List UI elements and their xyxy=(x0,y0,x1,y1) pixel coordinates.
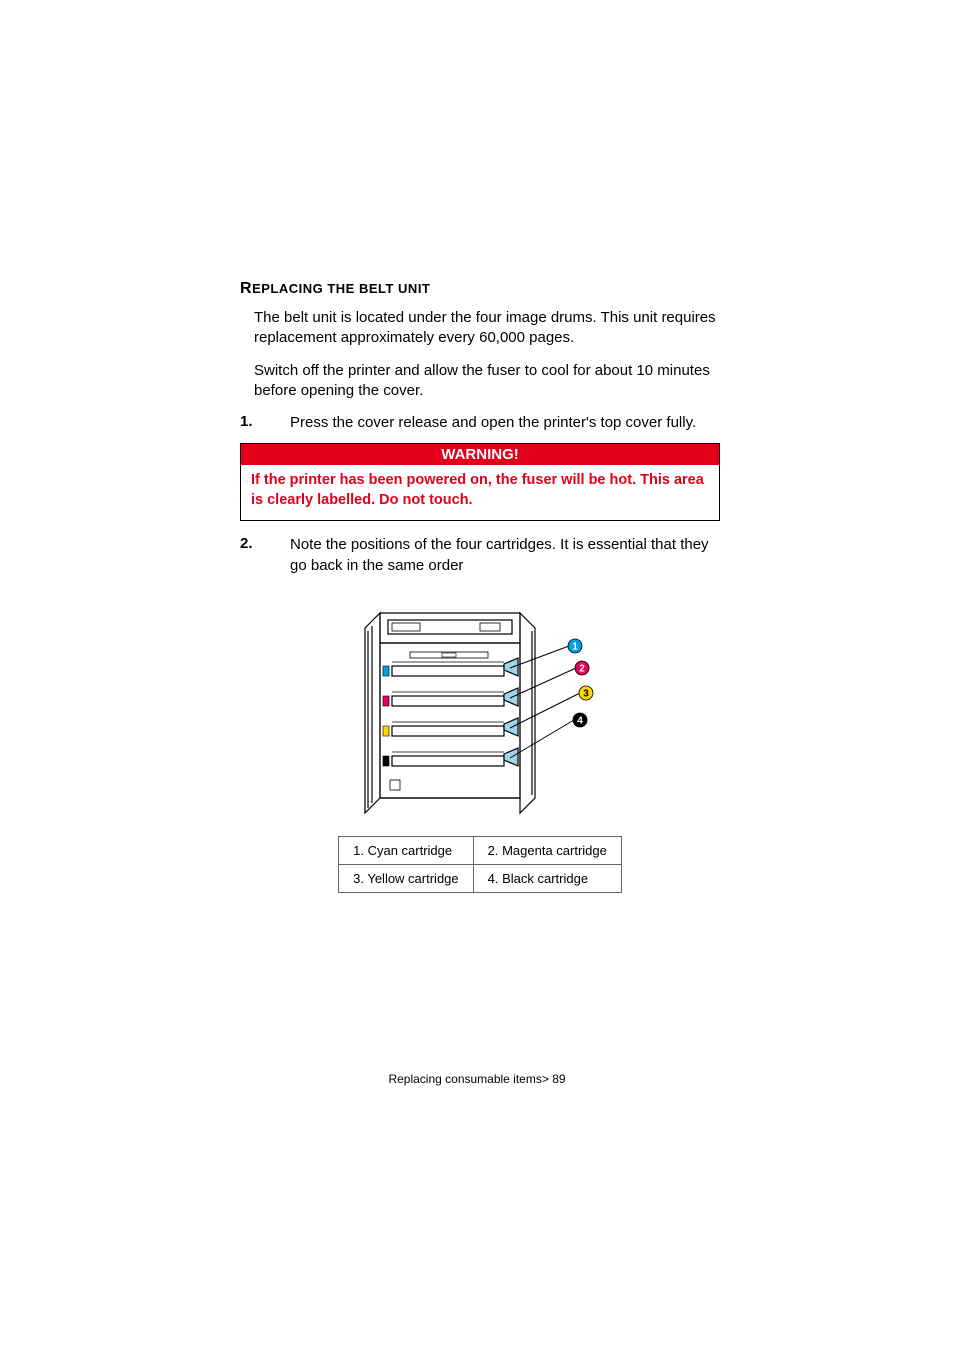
step-1: 1. Press the cover release and open the … xyxy=(240,413,720,433)
page-footer: Replacing consumable items> 89 xyxy=(0,1072,954,1086)
step-2: 2. Note the positions of the four cartri… xyxy=(240,535,720,576)
step-1-number: 1. xyxy=(240,413,290,433)
warning-body: If the printer has been powered on, the … xyxy=(241,465,719,520)
page: REPLACING THE BELT UNIT The belt unit is… xyxy=(0,0,954,1351)
figure-wrap: 12 3 4 xyxy=(240,598,720,818)
svg-text:2: 2 xyxy=(579,663,585,674)
svg-text:4: 4 xyxy=(577,715,583,726)
section-heading: REPLACING THE BELT UNIT xyxy=(240,280,720,298)
svg-text:1: 1 xyxy=(572,641,578,652)
legend-cell-2: 2. Magenta cartridge xyxy=(473,836,621,864)
printer-diagram: 12 3 4 xyxy=(350,598,610,818)
intro-paragraph-1: The belt unit is located under the four … xyxy=(254,308,720,349)
legend-cell-3: 3. Yellow cartridge xyxy=(339,864,474,892)
content-area: REPLACING THE BELT UNIT The belt unit is… xyxy=(240,280,720,893)
legend-cell-1: 1. Cyan cartridge xyxy=(339,836,474,864)
heading-rest: EPLACING THE BELT UNIT xyxy=(252,281,430,296)
step-2-text: Note the positions of the four cartridge… xyxy=(290,535,720,576)
warning-box: WARNING! If the printer has been powered… xyxy=(240,443,720,521)
table-row: 1. Cyan cartridge 2. Magenta cartridge xyxy=(339,836,622,864)
step-1-text: Press the cover release and open the pri… xyxy=(290,413,720,433)
legend-table: 1. Cyan cartridge 2. Magenta cartridge 3… xyxy=(338,836,622,893)
table-row: 3. Yellow cartridge 4. Black cartridge xyxy=(339,864,622,892)
heading-initial: R xyxy=(240,280,252,297)
svg-text:3: 3 xyxy=(583,688,589,699)
legend-cell-4: 4. Black cartridge xyxy=(473,864,621,892)
intro-paragraph-2: Switch off the printer and allow the fus… xyxy=(254,361,720,402)
step-2-number: 2. xyxy=(240,535,290,576)
warning-title: WARNING! xyxy=(241,444,719,465)
